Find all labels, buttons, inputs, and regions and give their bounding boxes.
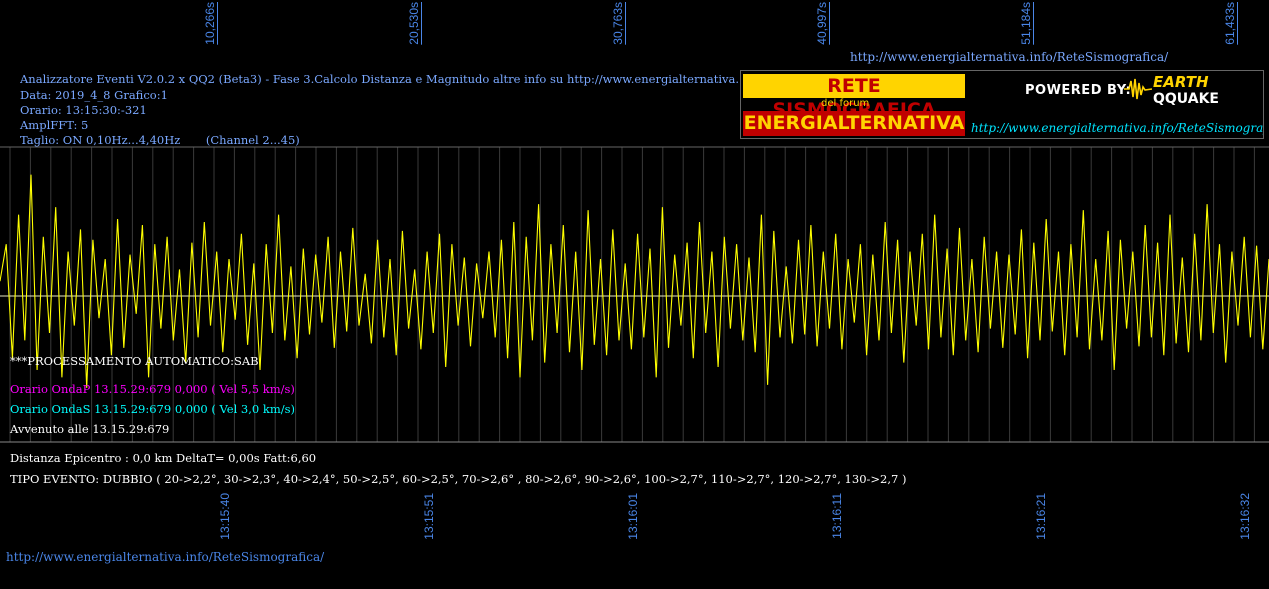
top-axis-tick: 10,266s [203, 2, 217, 45]
top-axis-tick: 20,530s [407, 2, 421, 45]
top-axis-tick: 40,997s [815, 2, 829, 45]
event-time: Avvenuto alle 13.15.29:679 [10, 422, 170, 436]
logo-qquake: QQUAKE [1153, 91, 1219, 107]
seismic-trace [0, 174, 1269, 388]
info-amplfft: AmplFFT: 5 [20, 118, 89, 132]
onda-p-time: Orario OndaP 13.15.29:679 0,000 ( Vel 5,… [10, 382, 295, 396]
logo-powered-by: POWERED BY: [1025, 83, 1132, 98]
bottom-axis-tick: 13:16:01 [626, 493, 640, 540]
footer-url-link[interactable]: http://www.energialternativa.info/ReteSi… [6, 550, 325, 564]
processing-label: ***PROCESSAMENTO AUTOMATICO:SAB [10, 354, 259, 368]
info-filter: Taglio: ON 0,10Hz...4,40Hz (Channel 2...… [20, 133, 300, 147]
logo-energialternativa: ENERGIALTERNATIVA [743, 111, 965, 136]
info-title: Analizzatore Eventi V2.0.2 x QQ2 (Beta3)… [20, 72, 738, 86]
top-url-link[interactable]: http://www.energialternativa.info/ReteSi… [850, 50, 1169, 64]
top-axis-tick: 51,184s [1019, 2, 1033, 45]
bottom-axis-tick: 13:16:32 [1238, 493, 1252, 540]
info-date: Data: 2019_4_8 Grafico:1 [20, 88, 168, 102]
event-type: TIPO EVENTO: DUBBIO ( 20->2,2°, 30->2,3°… [10, 472, 907, 486]
logo-url-link[interactable]: http://www.energialternativa.info/ReteSi… [971, 121, 1264, 135]
logo-forum: del forum [821, 98, 870, 109]
logo-earth: EARTH [1153, 73, 1209, 91]
top-axis-tick: 61,433s [1223, 2, 1237, 45]
bottom-axis-tick: 13:16:11 [830, 493, 844, 539]
grid-lines [9, 147, 1255, 442]
bottom-axis-tick: 13:16:21 [1034, 493, 1048, 540]
epicenter-distance: Distanza Epicentro : 0,0 km DeltaT= 0,00… [10, 451, 317, 465]
rete-sismografica-logo[interactable]: RETE SISMOGRAFICA del forum ENERGIALTERN… [740, 70, 1264, 139]
onda-s-time: Orario OndaS 13.15.29:679 0,000 ( Vel 3,… [10, 402, 296, 416]
info-time: Orario: 13:15:30:-321 [20, 103, 147, 117]
bottom-axis-tick: 13:15:51 [422, 493, 436, 540]
bottom-axis-tick: 13:15:40 [218, 493, 232, 540]
top-axis-tick: 30,763s [611, 2, 625, 45]
logo-rete: RETE SISMOGRAFICA [743, 74, 965, 121]
seismograph-wave-icon [1124, 78, 1152, 100]
